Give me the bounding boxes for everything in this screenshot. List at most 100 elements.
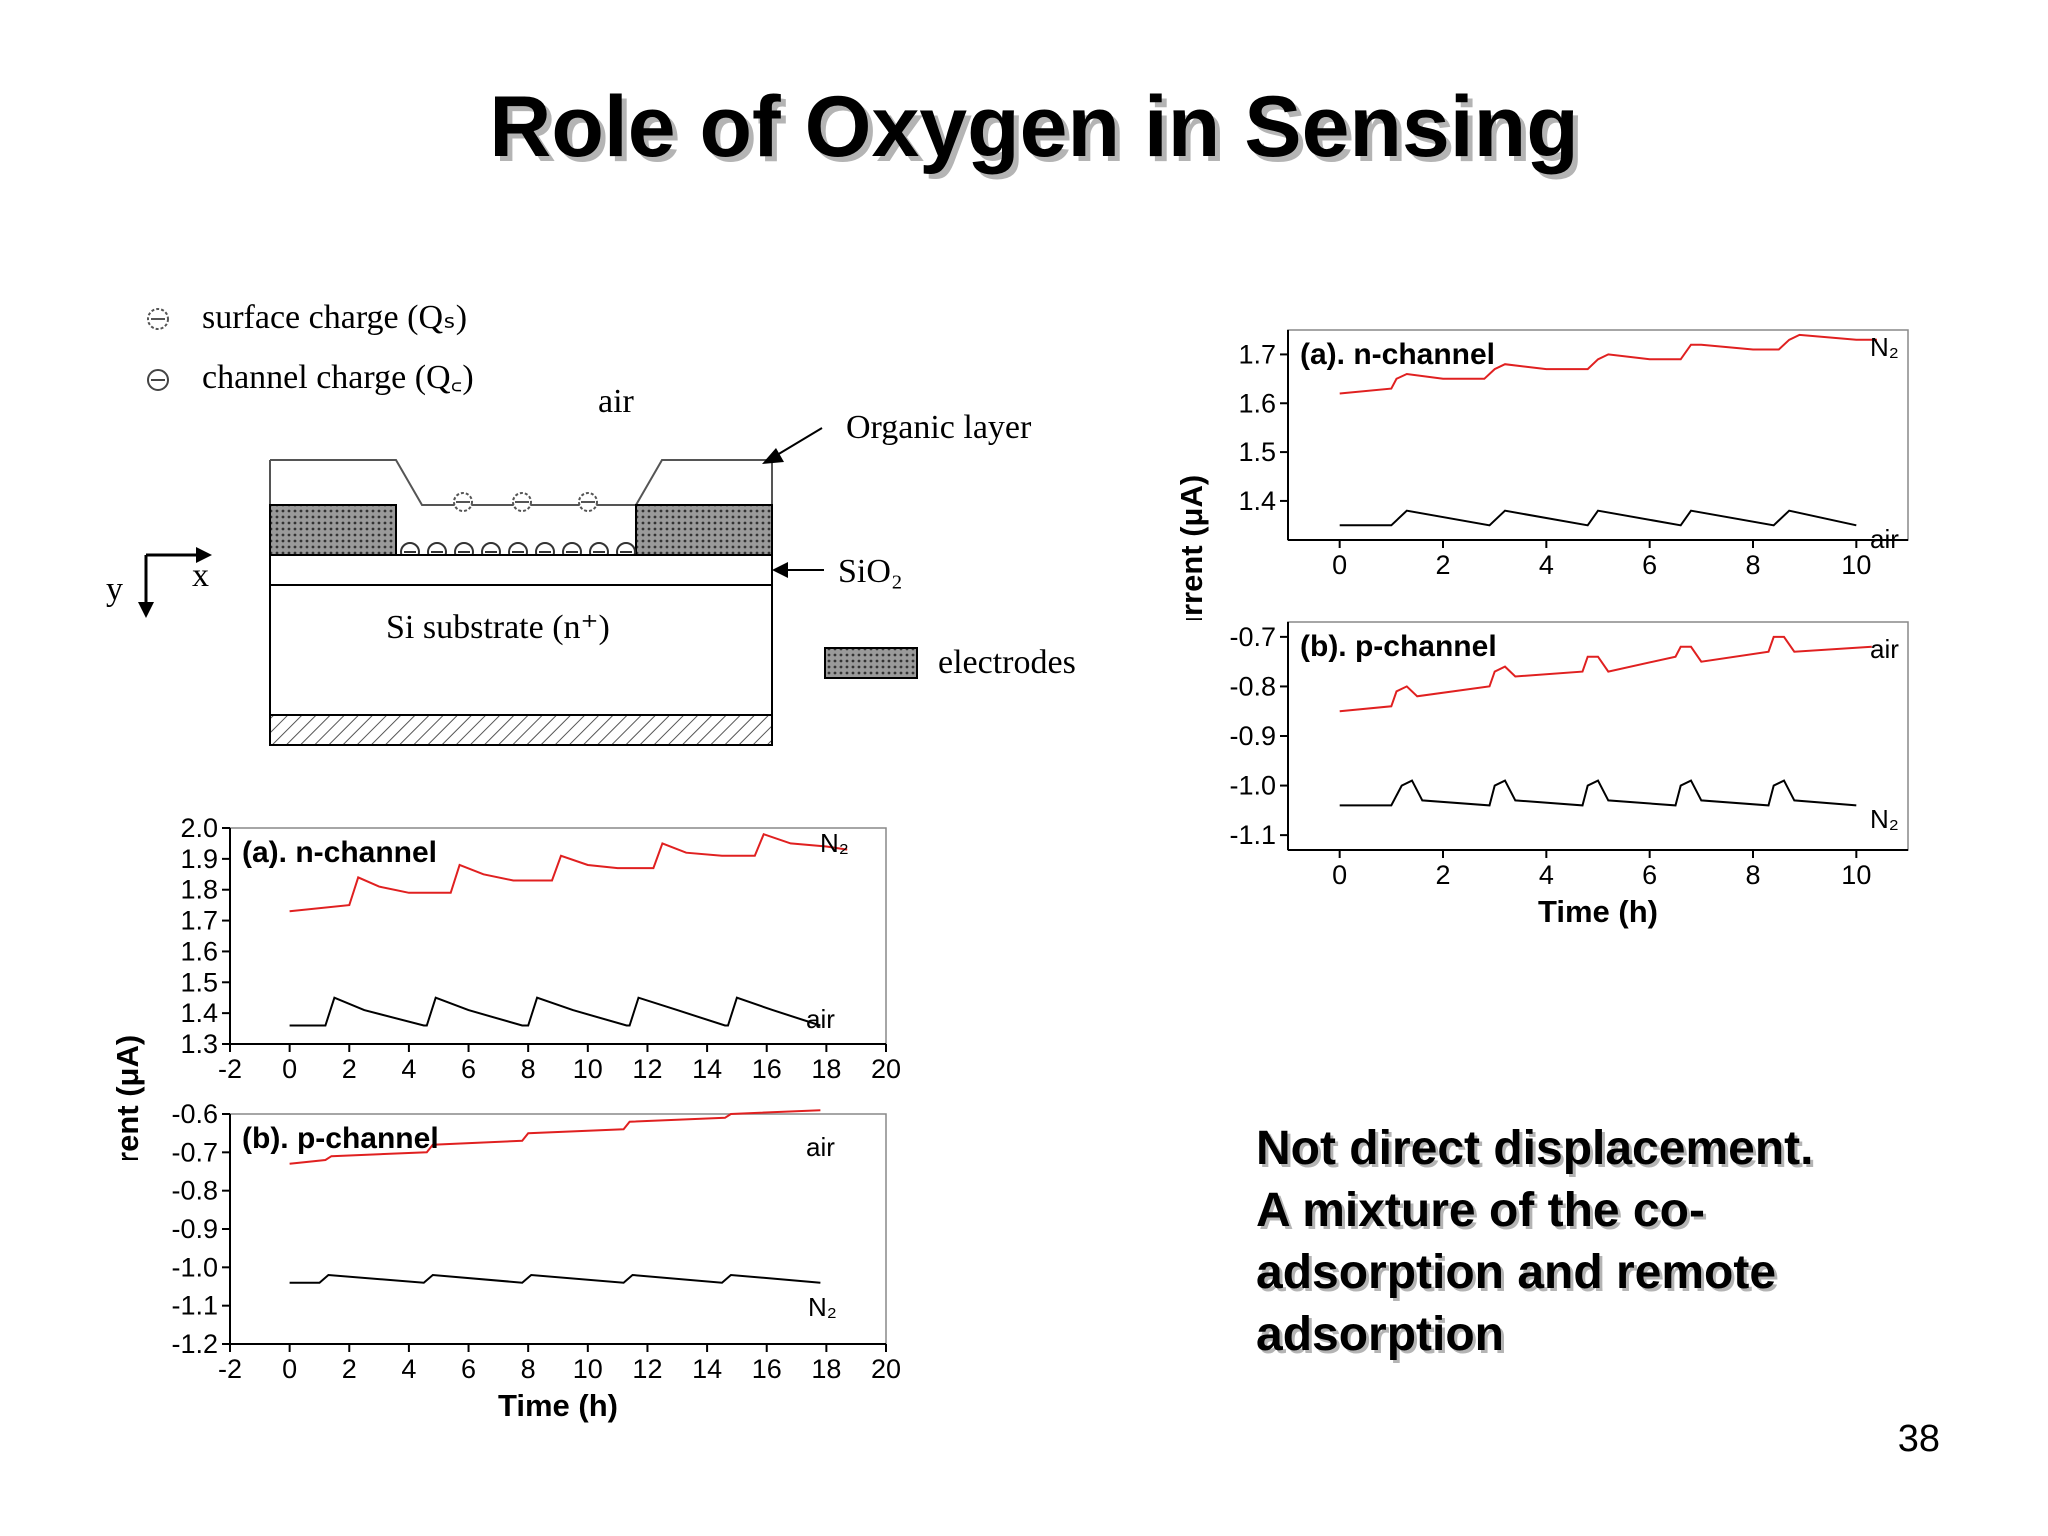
x-tick-label: 4 bbox=[401, 1354, 416, 1384]
y-tick-label: -1.1 bbox=[171, 1291, 218, 1321]
series-label: air bbox=[806, 1004, 835, 1034]
series-label: N₂ bbox=[1870, 804, 1899, 834]
x-tick-label: 8 bbox=[1745, 860, 1760, 890]
series-label: air bbox=[806, 1132, 835, 1162]
panel-label: (b). p-channel bbox=[1300, 630, 1497, 663]
series-line bbox=[1339, 509, 1857, 527]
note-line: adsorption bbox=[1256, 1308, 1504, 1361]
x-tick-label: 6 bbox=[1642, 860, 1657, 890]
note-line: A mixture of the co- bbox=[1256, 1184, 1705, 1237]
y-tick-label: -0.9 bbox=[171, 1214, 218, 1244]
electrode-right bbox=[635, 504, 773, 556]
y-tick-label: -0.6 bbox=[171, 1099, 218, 1129]
x-tick-label: 0 bbox=[1332, 860, 1347, 890]
series-label: air bbox=[1870, 634, 1899, 664]
x-tick-label: 6 bbox=[461, 1354, 476, 1384]
x-tick-label: 2 bbox=[342, 1054, 357, 1084]
y-tick-label: 1.4 bbox=[180, 998, 218, 1028]
label-substrate: Si substrate (n⁺) bbox=[386, 609, 610, 646]
x-tick-label: -2 bbox=[218, 1054, 242, 1084]
sio2-layer bbox=[269, 554, 773, 586]
plot-frame bbox=[1287, 621, 1909, 851]
x-tick-label: 0 bbox=[282, 1354, 297, 1384]
x-tick-label: 8 bbox=[521, 1354, 536, 1384]
x-tick-label: 0 bbox=[282, 1054, 297, 1084]
x-tick-label: 18 bbox=[811, 1054, 841, 1084]
device-diagram: surface charge (Qₛ) channel charge (Q꜀) … bbox=[106, 299, 1076, 746]
x-tick-label: 6 bbox=[1642, 550, 1657, 580]
y-tick-label: -1.1 bbox=[1229, 820, 1276, 850]
slide-title: Role of Oxygen in Sensing bbox=[489, 79, 1579, 175]
label-air: air bbox=[598, 383, 635, 420]
y-tick-label: -0.9 bbox=[1229, 721, 1276, 751]
y-tick-label: 1.9 bbox=[180, 844, 218, 874]
axis-y-label: y bbox=[106, 571, 123, 608]
page-number: 38 bbox=[1897, 1418, 1940, 1460]
x-tick-label: 10 bbox=[573, 1054, 603, 1084]
y-tick-label: -1.0 bbox=[1229, 771, 1276, 801]
x-tick-label: 12 bbox=[632, 1054, 662, 1084]
legend-channel-label: channel charge (Q꜀) bbox=[202, 359, 474, 396]
coordinate-axes: y x bbox=[106, 547, 212, 618]
x-tick-label: 2 bbox=[1435, 550, 1450, 580]
note-line: Not direct displacement. bbox=[1256, 1122, 1814, 1175]
x-tick-label: 10 bbox=[573, 1354, 603, 1384]
series-line bbox=[289, 996, 821, 1027]
series-line bbox=[1339, 635, 1872, 713]
electrodes-legend-swatch bbox=[824, 647, 918, 679]
plot-frame bbox=[229, 827, 887, 1045]
x-tick-label: 16 bbox=[752, 1354, 782, 1384]
panel-label: (a). n-channel bbox=[1300, 338, 1495, 371]
axis-x-label: x bbox=[192, 557, 209, 594]
series-label: N₂ bbox=[808, 1292, 837, 1322]
series-line bbox=[289, 832, 848, 913]
series-line bbox=[1339, 779, 1857, 807]
series-line bbox=[1339, 333, 1877, 395]
x-tick-label: -2 bbox=[218, 1354, 242, 1384]
series-label: N₂ bbox=[820, 828, 849, 858]
panel-label: (a). n-channel bbox=[242, 836, 437, 869]
x-tick-label: 10 bbox=[1841, 550, 1871, 580]
panel-label: (b). p-channel bbox=[242, 1122, 439, 1155]
conclusion-note: Not direct displacement. A mixture of th… bbox=[1256, 1118, 1876, 1366]
y-tick-label: 1.5 bbox=[180, 967, 218, 997]
x-tick-label: 4 bbox=[401, 1054, 416, 1084]
note-line: adsorption and remote bbox=[1256, 1246, 1777, 1299]
y-axis-title: Drain Current (μA) bbox=[1174, 475, 1209, 620]
x-tick-label: 14 bbox=[692, 1354, 722, 1384]
x-tick-label: 2 bbox=[1435, 860, 1450, 890]
y-tick-label: 1.7 bbox=[1238, 339, 1276, 369]
legend-channel-charge: channel charge (Q꜀) bbox=[147, 359, 474, 396]
x-tick-label: 8 bbox=[1745, 550, 1760, 580]
series-line bbox=[289, 1109, 821, 1165]
x-tick-label: 4 bbox=[1539, 860, 1554, 890]
chart-right-p-channel: 0 2 4 6 8 10 -1.1 -1.0 -0.9 -0.8 -0.7 (b). p-channe… bbox=[1229, 621, 1909, 929]
label-organic: Organic layer bbox=[846, 409, 1032, 446]
legend-surface-charge: surface charge (Qₛ) bbox=[147, 299, 467, 336]
x-tick-label: 0 bbox=[1332, 550, 1347, 580]
legend-surface-label: surface charge (Qₛ) bbox=[202, 299, 467, 336]
x-tick-label: 20 bbox=[871, 1354, 901, 1384]
y-tick-label: -0.7 bbox=[171, 1137, 218, 1167]
x-tick-label: 2 bbox=[342, 1354, 357, 1384]
y-tick-label: -0.7 bbox=[1229, 622, 1276, 652]
y-tick-label: 1.6 bbox=[1238, 388, 1276, 418]
chart-right-n-channel: 0 2 4 6 8 10 1.4 1.5 1.6 1.7 (a). n-channel N₂ air Dr… bbox=[1174, 329, 1909, 620]
x-axis-title: Time (h) bbox=[498, 1388, 618, 1423]
y-tick-label: -0.8 bbox=[171, 1176, 218, 1206]
y-tick-label: 1.5 bbox=[1238, 437, 1276, 467]
x-tick-label: 16 bbox=[752, 1054, 782, 1084]
series-label: N₂ bbox=[1870, 332, 1899, 362]
y-tick-label: 1.4 bbox=[1238, 486, 1276, 516]
y-tick-label: -0.8 bbox=[1229, 671, 1276, 701]
chart-left-p-channel: -2 0 2 4 6 8 10 12 14 16 18 20 -1.2 -1.1 -1.0 -0.9 -0.8 -… bbox=[171, 1099, 901, 1423]
plot-frame bbox=[1287, 329, 1909, 541]
y-tick-label: 1.6 bbox=[180, 936, 218, 966]
y-tick-label: 1.7 bbox=[180, 906, 218, 936]
x-tick-label: 12 bbox=[632, 1354, 662, 1384]
y-tick-label: 1.8 bbox=[180, 875, 218, 905]
plot-frame bbox=[229, 1113, 887, 1345]
y-tick-label: -1.0 bbox=[171, 1252, 218, 1282]
y-tick-label: 1.3 bbox=[180, 1029, 218, 1059]
y-tick-label: 2.0 bbox=[180, 813, 218, 843]
